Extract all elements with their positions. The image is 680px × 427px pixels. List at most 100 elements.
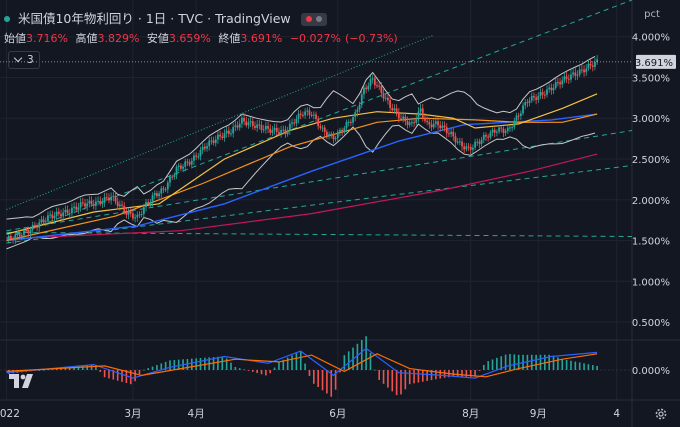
candle-body (230, 133, 232, 135)
candle-body (380, 86, 383, 93)
candle-body (175, 167, 178, 175)
candle-body (312, 114, 315, 116)
candle-body (199, 149, 202, 157)
candle-body (461, 141, 463, 147)
candle-body (506, 127, 509, 132)
candle-body (406, 121, 409, 125)
candle-body (18, 232, 21, 237)
candle-body (387, 97, 389, 101)
candle-body (92, 204, 95, 206)
macd-histogram-bar (225, 358, 228, 370)
candle-body (572, 72, 575, 75)
candle-body (578, 69, 581, 75)
candle-body (293, 122, 296, 124)
macd-histogram-bar (108, 370, 110, 379)
candle-body (343, 128, 346, 133)
interval-label[interactable]: 1日 (145, 11, 167, 26)
candle-body (123, 205, 126, 213)
candle-body (550, 87, 553, 91)
macd-histogram-bar (125, 370, 128, 384)
candle-body (25, 230, 28, 232)
candle-body (437, 121, 439, 126)
candle-body (214, 139, 217, 143)
candle-body (73, 206, 75, 208)
macd-histogram-bar (530, 354, 533, 370)
candle-body (27, 230, 30, 234)
macd-histogram-bar (151, 366, 154, 370)
candle-body (118, 204, 121, 207)
macd-histogram-bar (578, 362, 581, 370)
macd-histogram-bar (121, 370, 123, 382)
settings-gear-icon[interactable] (654, 407, 668, 421)
macd-histogram-bar (474, 370, 476, 377)
candle-body (71, 207, 73, 214)
candle-body (576, 74, 579, 76)
candle-body (541, 92, 544, 95)
candle-body (502, 128, 505, 133)
candle-body (206, 146, 208, 149)
candle-body (339, 129, 341, 132)
candle-body (308, 110, 311, 115)
candle-body (310, 114, 313, 116)
candle-body (36, 226, 38, 228)
macd-histogram-bar (269, 370, 272, 374)
candle-body (315, 114, 317, 119)
candle-body (495, 131, 498, 133)
candle-body (245, 121, 248, 126)
indicators-toggle-button[interactable]: 3 (8, 51, 40, 69)
candle-body (554, 82, 557, 88)
candle-body (587, 63, 590, 69)
candle-body (369, 79, 372, 86)
candle-body (476, 141, 479, 143)
macd-histogram-bar (195, 358, 197, 370)
candle-body (524, 102, 527, 106)
candle-body (585, 68, 588, 73)
candle-body (594, 62, 596, 67)
macd-histogram-bar (143, 369, 145, 371)
candle-body (410, 122, 413, 124)
macd-histogram-bar (103, 370, 106, 378)
candle-body (243, 117, 245, 122)
candle-body (203, 146, 206, 149)
candle-body (57, 211, 60, 214)
macd-histogram-bar (190, 358, 193, 370)
candle-body (528, 100, 531, 103)
candle-body (186, 161, 189, 163)
macd-histogram-bar (177, 359, 180, 370)
candle-body (559, 82, 561, 85)
candle-body (275, 127, 278, 132)
candle-body (101, 202, 104, 205)
candle-body (402, 116, 405, 119)
macd-histogram-bar (356, 343, 359, 370)
candle-body (217, 134, 219, 140)
macd-histogram-bar (291, 355, 293, 370)
candle-body (485, 134, 487, 137)
brand-label: TradingView (215, 11, 291, 26)
macd-histogram-bar (326, 370, 328, 394)
candle-body (347, 121, 350, 123)
candle-body (51, 214, 54, 219)
y-tick-label: 2.500% (632, 155, 670, 166)
candle-body (179, 165, 182, 169)
candle-body (478, 141, 481, 144)
candle-body (238, 123, 241, 128)
candle-body (140, 213, 143, 215)
macd-histogram-bar (517, 354, 520, 370)
candle-body (42, 219, 45, 223)
candle-body (188, 162, 191, 165)
symbol-name[interactable]: 米国債10年物利回り (17, 11, 134, 26)
candle-body (417, 111, 420, 120)
candle-body (441, 125, 444, 129)
macd-histogram-bar (426, 370, 428, 381)
candle-body (454, 136, 457, 143)
candle-body (197, 156, 200, 158)
candle-body (288, 123, 291, 131)
visibility-toggle-icon[interactable] (300, 13, 327, 26)
macd-histogram-bar (347, 351, 350, 370)
candle-body (160, 188, 163, 194)
macd-histogram-bar (116, 370, 119, 381)
candle-body (393, 108, 396, 111)
y-tick-label: 1.000% (632, 277, 670, 288)
y-tick-label: 3.500% (632, 73, 670, 84)
